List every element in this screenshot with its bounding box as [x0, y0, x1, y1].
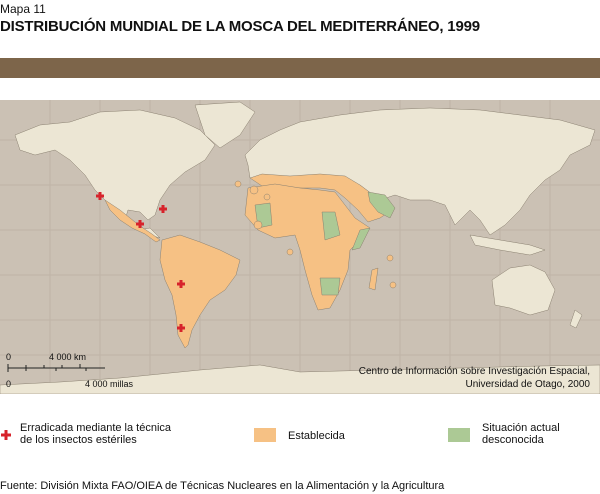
south-america	[159, 234, 241, 349]
red-cross-icon	[159, 205, 167, 213]
legend-unknown-line2: desconocida	[482, 434, 544, 446]
africa-unknown-east	[351, 227, 371, 251]
southeast-asia	[469, 234, 546, 256]
greenland	[194, 101, 256, 149]
red-cross-icon	[1, 427, 11, 445]
africa-unknown-south	[319, 277, 341, 296]
map-label: Mapa 11	[0, 2, 46, 16]
red-cross-icon	[96, 192, 104, 200]
world-map	[0, 100, 600, 394]
credit-line-1: Centro de Información sobre Investigació…	[358, 366, 590, 377]
source-note: Fuente: División Mixta FAO/OIEA de Técni…	[0, 480, 445, 492]
scale-mi-label: 4 000 millas	[85, 379, 134, 389]
legend-unknown-line1: Situación actual	[482, 422, 560, 434]
new-zealand	[569, 309, 583, 329]
scale-bar	[7, 364, 105, 372]
legend-unknown: Situación actual desconocida	[482, 422, 560, 446]
scale-mi-zero: 0	[6, 379, 12, 389]
map-title: DISTRIBUCIÓN MUNDIAL DE LA MOSCA DEL MED…	[0, 18, 480, 35]
scale-km-zero: 0	[6, 352, 12, 362]
red-cross-icon	[177, 324, 185, 332]
legend-eradicated: Erradicada mediante la técnica de los in…	[20, 422, 171, 446]
legend-established-swatch	[254, 428, 276, 442]
mexico-central-america	[104, 199, 161, 243]
africa-unknown-central	[321, 211, 341, 241]
red-cross-icon	[136, 220, 144, 228]
legend-eradicated-line1: Erradicada mediante la técnica	[20, 422, 172, 434]
legend-unknown-swatch	[448, 428, 470, 442]
legend-eradicated-line2: de los insectos estériles	[20, 434, 137, 446]
legend-established: Establecida	[288, 430, 345, 442]
madagascar	[368, 267, 379, 291]
scale-km-label: 4 000 km	[49, 352, 87, 362]
arabia-unknown	[367, 191, 396, 219]
eradicated-markers	[96, 192, 185, 332]
red-cross-icon	[177, 280, 185, 288]
islands-established	[234, 180, 397, 289]
australia	[491, 264, 556, 316]
antarctica	[0, 364, 600, 394]
credit-line-2: Universidad de Otago, 2000	[465, 379, 590, 390]
decorative-band	[0, 58, 600, 78]
